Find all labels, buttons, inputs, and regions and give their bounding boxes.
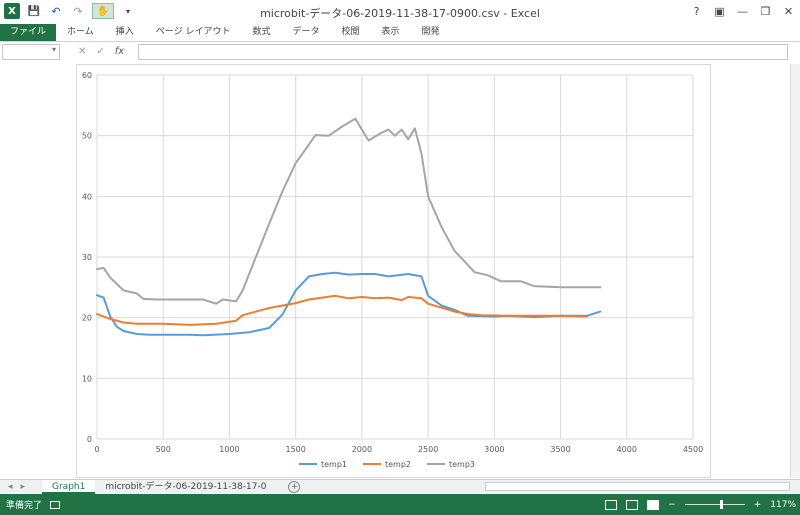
ribbon-display-icon[interactable]: ▣ (714, 4, 725, 18)
tab-file[interactable]: ファイル (0, 24, 57, 41)
x-tick-label: 500 (156, 445, 171, 454)
chart-area[interactable]: 0 10 20 30 40 50 60 0 500 1000 1500 2000 2500 3000 350… (76, 64, 711, 478)
tab-home[interactable]: ホーム (67, 27, 94, 37)
legend-label-temp1: temp1 (321, 460, 347, 469)
x-tick-label: 4000 (617, 445, 637, 454)
y-tick-label: 0 (87, 435, 92, 444)
title-bar: X 💾 ↶ ↷ ✋ ▾ microbit-データ-06-2019-11-38-1… (0, 0, 800, 24)
cancel-icon[interactable]: ✕ (78, 46, 87, 57)
macro-record-icon[interactable] (50, 500, 61, 509)
x-tick-label: 3500 (550, 445, 570, 454)
tab-data[interactable]: データ (292, 27, 320, 37)
horizontal-scrollbar[interactable] (485, 482, 790, 491)
status-right: − + 117% (605, 494, 796, 515)
zoom-in-button[interactable]: + (753, 499, 762, 510)
x-tick-label: 4500 (683, 445, 703, 454)
restore-icon[interactable]: ❐ (760, 4, 771, 18)
help-icon[interactable]: ? (693, 4, 700, 18)
tab-developer[interactable]: 開発 (421, 27, 440, 37)
touch-mode-icon[interactable]: ✋ (92, 3, 114, 19)
y-tick-label: 20 (82, 314, 92, 323)
tab-page-layout[interactable]: ページ レイアウト (155, 27, 231, 37)
insert-function-icon[interactable]: fx (114, 46, 125, 57)
add-sheet-button[interactable]: + (288, 480, 301, 493)
enter-icon[interactable]: ✓ (96, 46, 105, 57)
x-tick-label: 0 (94, 445, 99, 454)
sheet-tab-data[interactable]: microbit-データ-06-2019-11-38-17-0 (105, 481, 267, 492)
legend-label-temp3: temp3 (449, 460, 475, 469)
x-tick-label: 1000 (219, 445, 239, 454)
redo-icon[interactable]: ↷ (73, 4, 83, 18)
normal-view-icon[interactable] (605, 499, 618, 510)
zoom-level[interactable]: 117% (770, 499, 796, 510)
tab-formulas[interactable]: 数式 (252, 27, 271, 37)
x-tick-label: 3000 (484, 445, 504, 454)
line-chart: 0 10 20 30 40 50 60 0 500 1000 1500 2000 2500 3000 350… (82, 71, 703, 469)
y-tick-label: 50 (82, 132, 92, 141)
series-line-temp2 (96, 294, 588, 326)
window-controls: ? ▣ — ❐ ✕ (685, 0, 800, 22)
y-tick-label: 30 (82, 253, 92, 262)
status-bar: 準備完了 − + 117% (0, 494, 800, 515)
next-sheet-icon[interactable]: ▸ (20, 481, 26, 492)
formula-input[interactable] (138, 44, 788, 60)
zoom-slider-thumb[interactable] (719, 500, 723, 509)
x-tick-label: 1500 (285, 445, 305, 454)
tab-insert[interactable]: 挿入 (115, 27, 134, 37)
save-icon[interactable]: 💾 (27, 5, 41, 17)
formula-buttons: ✕ ✓ fx (78, 46, 124, 57)
undo-icon[interactable]: ↶ (51, 4, 61, 18)
series-line-temp3 (96, 117, 602, 305)
formula-bar: ▾ ✕ ✓ fx (0, 44, 800, 62)
ribbon-divider (0, 41, 800, 42)
legend-label-temp2: temp2 (385, 460, 411, 469)
tab-review[interactable]: 校閲 (341, 27, 360, 37)
zoom-out-button[interactable]: − (668, 499, 676, 510)
window-title: microbit-データ-06-2019-11-38-17-0900.csv -… (260, 7, 540, 20)
ribbon-tabs: ファイル ホーム 挿入 ページ レイアウト 数式 データ 校閲 表示 開発 (0, 24, 800, 41)
page-break-view-icon[interactable] (647, 499, 660, 510)
minimize-icon[interactable]: — (737, 4, 748, 18)
x-tick-label: 2000 (352, 445, 372, 454)
prev-sheet-icon[interactable]: ◂ (8, 481, 13, 492)
page-layout-view-icon[interactable] (626, 499, 639, 510)
y-tick-label: 60 (82, 71, 92, 80)
sheet-tab-graph1[interactable]: Graph1 (42, 479, 96, 494)
customize-qat-icon[interactable]: ▾ (125, 6, 130, 16)
status-ready: 準備完了 (6, 501, 43, 511)
sheet-nav: ◂ ▸ (0, 482, 42, 492)
excel-logo-icon: X (4, 3, 20, 19)
name-box[interactable]: ▾ (2, 44, 60, 60)
close-icon[interactable]: ✕ (783, 4, 794, 18)
tab-view[interactable]: 表示 (381, 27, 400, 37)
zoom-slider[interactable] (684, 500, 745, 509)
y-tick-label: 40 (82, 192, 92, 201)
x-tick-label: 2500 (418, 445, 438, 454)
quick-access-toolbar: X 💾 ↶ ↷ ✋ ▾ (4, 3, 136, 19)
vertical-scrollbar[interactable] (790, 64, 800, 478)
y-tick-label: 10 (82, 374, 92, 383)
